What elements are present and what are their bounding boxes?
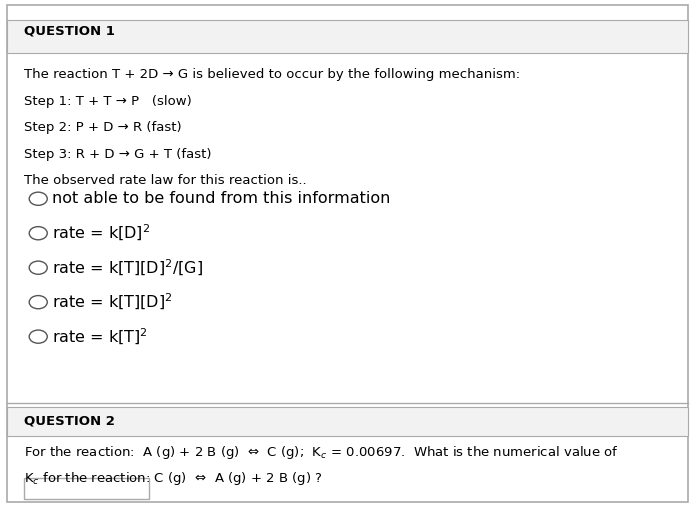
Text: QUESTION 1: QUESTION 1 (24, 25, 115, 38)
Text: Step 2: P + D → R (fast): Step 2: P + D → R (fast) (24, 121, 182, 134)
Text: rate = k[T]$^2$: rate = k[T]$^2$ (52, 327, 148, 347)
Text: For the reaction:  A (g) + 2 B (g)  ⇔  C (g);  K$_c$ = 0.00697.  What is the num: For the reaction: A (g) + 2 B (g) ⇔ C (g… (24, 444, 619, 461)
Text: rate = k[T][D]$^2$/[G]: rate = k[T][D]$^2$/[G] (52, 258, 203, 278)
Text: not able to be found from this information: not able to be found from this informati… (52, 191, 391, 206)
Text: rate = k[D]$^2$: rate = k[D]$^2$ (52, 223, 150, 243)
Text: rate = k[T][D]$^2$: rate = k[T][D]$^2$ (52, 292, 172, 312)
Text: QUESTION 2: QUESTION 2 (24, 415, 115, 428)
Text: K$_c$ for the reaction: C (g)  ⇔  A (g) + 2 B (g) ?: K$_c$ for the reaction: C (g) ⇔ A (g) + … (24, 470, 323, 487)
Text: Step 1: T + T → P   (slow): Step 1: T + T → P (slow) (24, 95, 192, 108)
Text: The observed rate law for this reaction is..: The observed rate law for this reaction … (24, 174, 307, 187)
Text: The reaction T + 2D → G is believed to occur by the following mechanism:: The reaction T + 2D → G is believed to o… (24, 68, 521, 82)
Text: Step 3: R + D → G + T (fast): Step 3: R + D → G + T (fast) (24, 148, 212, 161)
